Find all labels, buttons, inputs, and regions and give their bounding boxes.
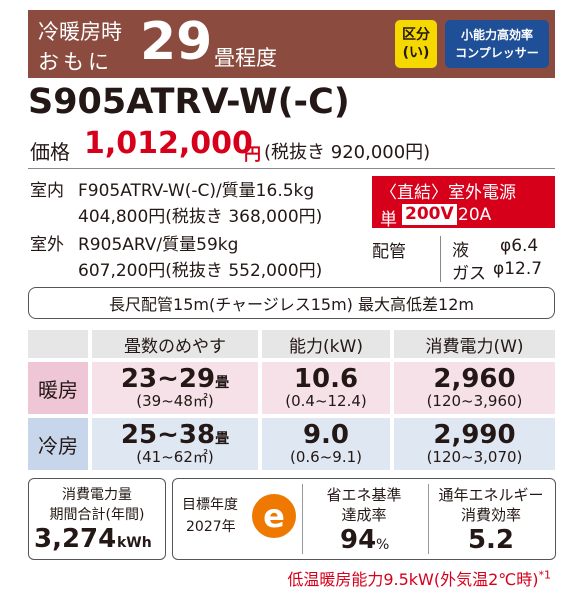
area-range: (39~48㎡) xyxy=(136,392,214,410)
header-text: 消費電力(W) xyxy=(425,336,524,357)
capacity-value: 9.0 xyxy=(302,420,350,450)
row-label: 冷房 xyxy=(38,433,78,458)
power-range: (120~3,960) xyxy=(426,392,523,410)
header-text: 能力(kW) xyxy=(289,336,363,357)
apf-value: 5.2 xyxy=(467,525,515,555)
unit-price: 607,200円(税抜き 552,000円) xyxy=(78,261,323,281)
achievement-label: 達成率 xyxy=(341,506,387,524)
header-cell: 畳数のめやす xyxy=(92,330,258,358)
long-pipe-text: 長尺配管15m(チャージレス15m) 最大高低差12m xyxy=(109,295,474,314)
long-pipe-box: 長尺配管15m(チャージレス15m) 最大高低差12m xyxy=(28,287,555,319)
row-label-cell: 冷房 xyxy=(28,418,88,470)
target-label: 2027年 xyxy=(186,519,236,535)
price-tax: (税抜き 920,000円) xyxy=(264,142,431,163)
capacity-cell: 9.0 (0.6~9.1) xyxy=(262,418,390,470)
tatami-suffix: 畳程度 xyxy=(214,46,277,70)
footnote-mark: *1 xyxy=(538,568,552,582)
header-text: 畳数のめやす xyxy=(124,336,226,357)
class-badge: 区分 (い) xyxy=(395,20,437,68)
tatami-unit: 畳 xyxy=(215,375,230,391)
capacity-cell: 10.6 (0.4~12.4) xyxy=(262,362,390,414)
badge-text: 区分 xyxy=(402,27,430,43)
power-range: (120~3,070) xyxy=(426,448,523,466)
achievement-label: 省エネ基準 xyxy=(326,486,402,504)
e-mark-text: e xyxy=(263,497,285,535)
price-value: 1,012,000 xyxy=(84,126,253,161)
power-value: 2,960 xyxy=(433,364,516,394)
unit-spec: F905ATRV-W(-C)/質量16.5kg xyxy=(78,181,315,201)
piping-divider xyxy=(440,236,441,282)
piping-label: 配管 xyxy=(372,242,406,262)
piping-text: 液 xyxy=(452,241,469,261)
capacity-range: (0.4~12.4) xyxy=(285,392,367,410)
header-text: 冷暖房時 xyxy=(38,20,122,44)
price-unit: 円 xyxy=(244,145,261,165)
divider xyxy=(428,484,429,554)
power-phase: 単 xyxy=(380,210,397,230)
efficiency-box xyxy=(172,478,556,560)
price-label: 価格 xyxy=(30,140,70,164)
footnote: 低温暖房能力9.5kW(外気温2℃時)*1 xyxy=(287,566,551,590)
power-cell: 2,960 (120~3,960) xyxy=(394,362,555,414)
tatami-cell: 23~29 畳 (39~48㎡) xyxy=(92,362,258,414)
unit-spec: R905ARV/質量59kg xyxy=(78,235,239,255)
model-name: S905ATRV-W(-C) xyxy=(28,82,350,122)
capacity-range: (0.6~9.1) xyxy=(290,448,362,466)
power-voltage: 200V xyxy=(402,204,457,225)
tatami-value: 29 xyxy=(140,12,213,72)
power-value: 2,990 xyxy=(433,420,516,450)
power-title: 〈直結〉室外電源 xyxy=(380,183,516,203)
area-range: (41~62㎡) xyxy=(136,448,214,466)
target-label: 目標年度 xyxy=(182,497,238,513)
energy-box xyxy=(28,478,166,560)
header-cell: 能力(kW) xyxy=(262,330,390,358)
power-current: 20A xyxy=(458,205,492,225)
energy-unit: kWh xyxy=(117,535,152,551)
tatami-cell: 25~38 畳 (41~62㎡) xyxy=(92,418,258,470)
divider xyxy=(28,168,555,169)
tatami-unit: 畳 xyxy=(215,431,230,447)
capacity-value: 10.6 xyxy=(293,364,359,394)
apf-label: 通年エネルギー xyxy=(438,486,544,504)
footnote-text: 低温暖房能力9.5kW(外気温2℃時) xyxy=(287,570,539,589)
badge-text: (い) xyxy=(402,45,430,61)
piping-text: ガス xyxy=(452,264,486,284)
tatami-range: 25~38 xyxy=(120,420,216,450)
achievement-unit: % xyxy=(376,537,390,553)
header-cell xyxy=(28,330,88,358)
piping-text: φ6.4 xyxy=(500,236,539,256)
unit-label: 室内 xyxy=(30,181,64,201)
tatami-line: 25~38 畳 xyxy=(121,422,229,448)
unit-price: 404,800円(税抜き 368,000円) xyxy=(78,207,323,227)
energy-label: 消費電力量 xyxy=(62,487,132,503)
tatami-range: 23~29 xyxy=(120,364,216,394)
energy-label: 期間合計(年間) xyxy=(49,507,145,523)
header-text: おもに xyxy=(38,50,113,74)
badge-text: コンプレッサー xyxy=(455,46,539,60)
achievement-value: 94 xyxy=(340,525,377,555)
row-label-cell: 暖房 xyxy=(28,362,88,414)
power-cell: 2,990 (120~3,070) xyxy=(394,418,555,470)
unit-label: 室外 xyxy=(30,235,64,255)
compressor-badge: 小能力高効率 コンプレッサー xyxy=(445,20,549,68)
row-label: 暖房 xyxy=(38,377,78,402)
piping-text: φ12.7 xyxy=(493,259,543,279)
energy-value: 3,274 xyxy=(34,524,117,554)
header-cell: 消費電力(W) xyxy=(394,330,555,358)
e-mark: e xyxy=(252,494,296,538)
tatami-line: 23~29 畳 xyxy=(121,366,229,392)
apf-label: 消費効率 xyxy=(460,506,521,524)
divider xyxy=(302,484,303,554)
badge-text: 小能力高効率 xyxy=(460,28,533,42)
